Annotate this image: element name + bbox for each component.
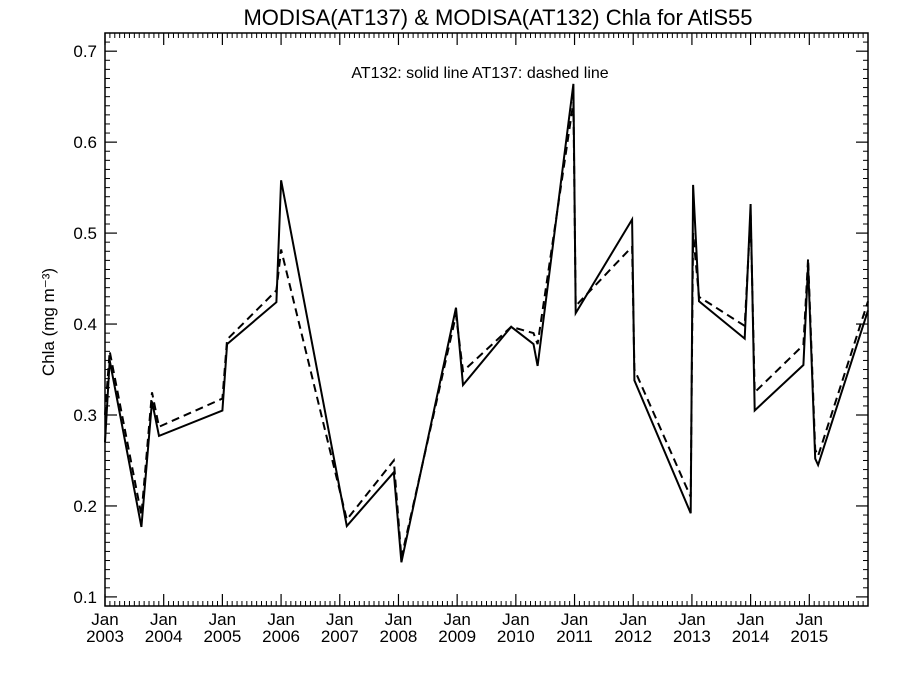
x-tick-year: 2006 [262, 627, 300, 646]
x-tick-month: Jan [561, 610, 588, 629]
x-tick-month: Jan [678, 610, 705, 629]
chart-title: MODISA(AT137) & MODISA(AT132) Chla for A… [243, 5, 752, 30]
x-tick-month: Jan [326, 610, 353, 629]
line-style-annotation: AT132: solid line AT137: dashed line [351, 65, 608, 82]
x-tick-year: 2009 [438, 627, 476, 646]
x-tick-month: Jan [502, 610, 529, 629]
x-tick-year: 2010 [497, 627, 535, 646]
x-tick-year: 2015 [790, 627, 828, 646]
x-tick-month: Jan [443, 610, 470, 629]
x-tick-year: 2011 [556, 627, 593, 646]
axis-ticks: 0.10.20.30.40.50.60.7Jan2003Jan2004Jan20… [73, 32, 868, 646]
x-tick-month: Jan [91, 610, 118, 629]
y-tick-label: 0.7 [73, 42, 97, 61]
x-tick-month: Jan [267, 610, 294, 629]
x-tick-year: 2007 [321, 627, 359, 646]
x-tick-year: 2003 [86, 627, 124, 646]
y-axis-label: Chla (mg m⁻³) [39, 268, 58, 376]
x-tick-month: Jan [796, 610, 823, 629]
x-tick-year: 2008 [380, 627, 418, 646]
y-tick-label: 0.5 [73, 224, 97, 243]
x-tick-month: Jan [385, 610, 412, 629]
at137-dashed-line [104, 101, 869, 559]
x-tick-year: 2012 [614, 627, 652, 646]
x-tick-year: 2004 [145, 627, 183, 646]
y-tick-label: 0.4 [73, 315, 97, 334]
x-tick-year: 2014 [732, 627, 770, 646]
y-tick-label: 0.1 [73, 588, 97, 607]
x-tick-month: Jan [620, 610, 647, 629]
data-series [104, 83, 869, 563]
x-tick-month: Jan [209, 610, 236, 629]
x-tick-year: 2013 [673, 627, 711, 646]
y-tick-label: 0.3 [73, 406, 97, 425]
x-tick-year: 2005 [203, 627, 241, 646]
x-tick-month: Jan [737, 610, 764, 629]
y-tick-label: 0.2 [73, 497, 97, 516]
y-tick-label: 0.6 [73, 133, 97, 152]
x-tick-month: Jan [150, 610, 177, 629]
